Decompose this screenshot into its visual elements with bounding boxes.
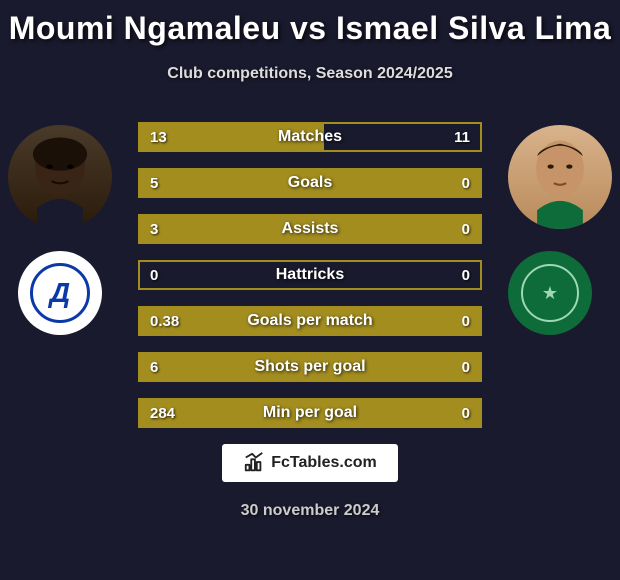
brand-text: FcTables.com <box>271 454 377 472</box>
stat-label: Assists <box>140 220 480 238</box>
left-column: Д <box>8 125 112 335</box>
club-right-badge: ★ <box>508 251 592 335</box>
club-left-badge: Д <box>18 251 102 335</box>
stat-row: 0Hattricks0 <box>138 260 482 290</box>
stat-right-value: 0 <box>462 359 470 376</box>
akhmat-icon: ★ <box>521 264 579 322</box>
page-date: 30 november 2024 <box>0 502 620 520</box>
stat-label: Goals <box>140 174 480 192</box>
player-right-avatar <box>508 125 612 229</box>
chart-icon <box>243 452 265 474</box>
stat-right-value: 11 <box>454 129 470 146</box>
stat-label: Min per goal <box>140 404 480 422</box>
stats-table: 13Matches115Goals03Assists00Hattricks00.… <box>138 122 482 444</box>
face-icon <box>8 125 112 229</box>
stat-label: Matches <box>140 128 480 146</box>
player-left-avatar <box>8 125 112 229</box>
brand-link[interactable]: FcTables.com <box>222 444 398 482</box>
stat-label: Shots per goal <box>140 358 480 376</box>
stat-row: 0.38Goals per match0 <box>138 306 482 336</box>
stat-row: 6Shots per goal0 <box>138 352 482 382</box>
stat-right-value: 0 <box>462 221 470 238</box>
stat-row: 284Min per goal0 <box>138 398 482 428</box>
stat-row: 5Goals0 <box>138 168 482 198</box>
stat-row: 3Assists0 <box>138 214 482 244</box>
dynamo-icon: Д <box>30 263 90 323</box>
stat-right-value: 0 <box>462 313 470 330</box>
stat-right-value: 0 <box>462 267 470 284</box>
stat-label: Goals per match <box>140 312 480 330</box>
face-icon <box>508 125 612 229</box>
page-title: Moumi Ngamaleu vs Ismael Silva Lima <box>0 0 620 47</box>
stat-row: 13Matches11 <box>138 122 482 152</box>
right-column: ★ <box>508 125 612 335</box>
stat-right-value: 0 <box>462 405 470 422</box>
stat-right-value: 0 <box>462 175 470 192</box>
page-subtitle: Club competitions, Season 2024/2025 <box>0 65 620 83</box>
stat-label: Hattricks <box>140 266 480 284</box>
